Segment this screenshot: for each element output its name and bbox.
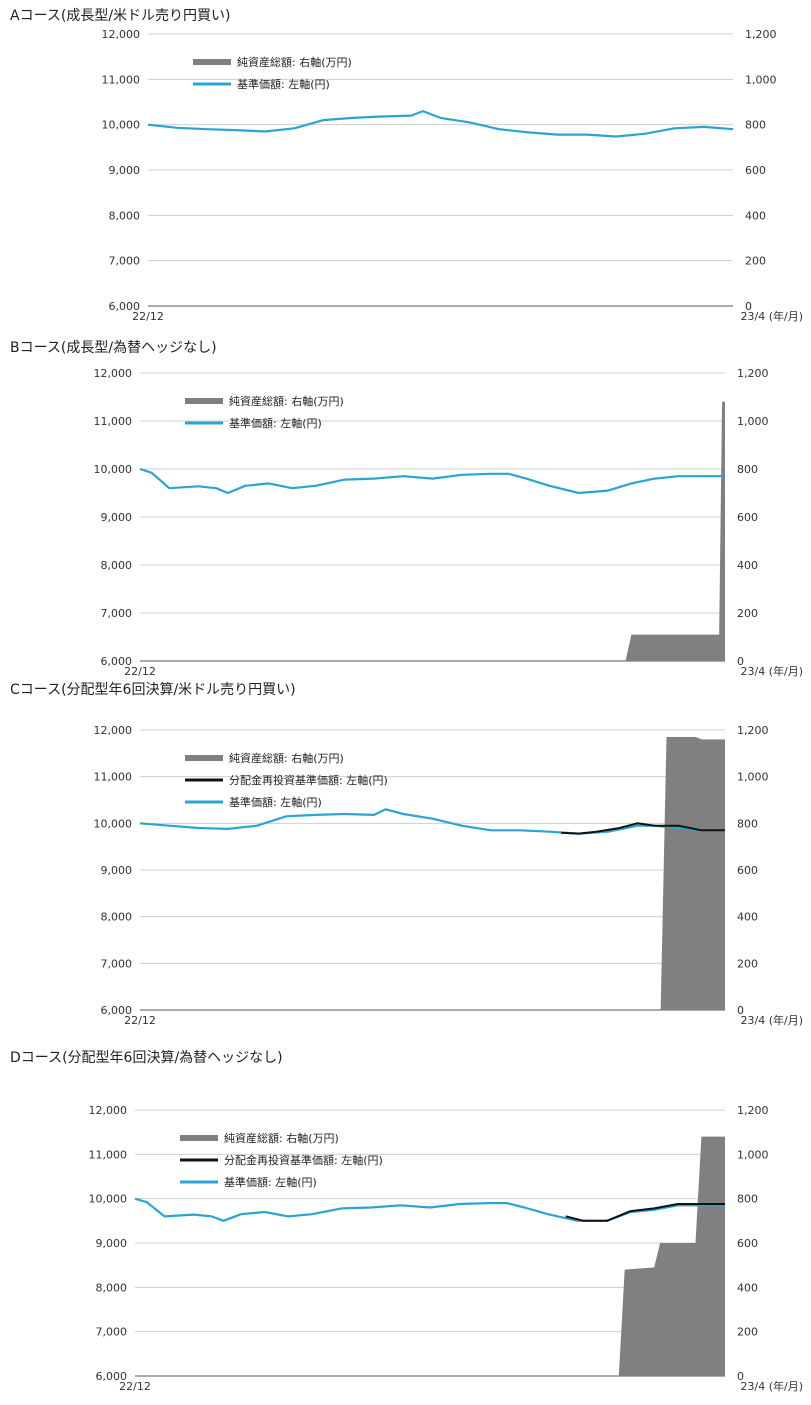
left-axis-tick-label: 7,000	[96, 1326, 128, 1339]
right-axis-tick-label: 0	[745, 300, 752, 313]
chart-panel-2: Bコース(成長型/為替ヘッジなし) 12,000 1,200 11,000 1,000 1…	[10, 340, 803, 678]
right-axis-tick-label: 800	[737, 463, 758, 476]
right-axis-tick-label: 200	[737, 607, 758, 620]
left-axis-tick-label: 7,000	[109, 255, 141, 268]
right-axis-tick-label: 600	[737, 1237, 758, 1250]
left-axis-tick-label: 9,000	[96, 1237, 128, 1250]
legend-label: 基準価額: 左軸(円)	[229, 416, 322, 430]
left-axis-tick-label: 7,000	[101, 607, 133, 620]
chart-title: Cコース(分配型年6回決算/米ドル売り円買い)	[10, 682, 296, 698]
left-axis-tick-label: 12,000	[89, 1104, 128, 1117]
left-axis-tick-label: 9,000	[101, 511, 133, 524]
chart-title: Aコース(成長型/米ドル売り円買い)	[10, 8, 231, 24]
left-axis-tick-label: 9,000	[109, 164, 141, 177]
right-axis-tick-label: 200	[745, 255, 766, 268]
x-axis-start-label: 22/12	[124, 1014, 156, 1027]
right-axis-tick-label: 800	[745, 119, 766, 132]
net-assets-area	[618, 1136, 725, 1376]
net-assets-area	[660, 737, 725, 1010]
left-axis-tick-label: 12,000	[94, 724, 133, 737]
x-axis-end-label: 23/4 (年/月)	[741, 1379, 804, 1393]
left-axis-tick-label: 10,000	[89, 1193, 128, 1206]
legend-label: 純資産総額: 右軸(万円)	[229, 751, 344, 765]
right-axis-tick-label: 1,000	[737, 771, 769, 784]
right-axis-tick-label: 1,000	[737, 1148, 769, 1161]
left-axis-tick-label: 8,000	[96, 1281, 128, 1294]
right-axis-tick-label: 800	[737, 1193, 758, 1206]
left-axis-tick-label: 11,000	[89, 1148, 128, 1161]
x-axis-start-label: 22/12	[132, 310, 164, 323]
right-axis-tick-label: 1,200	[737, 1104, 769, 1117]
chart-panel-1: Aコース(成長型/米ドル売り円買い) 12,000 1,200 11,000 1,000…	[10, 8, 803, 323]
right-axis-tick-label: 1,000	[737, 415, 769, 428]
left-axis-tick-label: 12,000	[94, 367, 133, 380]
x-axis-end-label: 23/4 (年/月)	[741, 664, 804, 678]
left-axis-tick-label: 10,000	[94, 463, 133, 476]
right-axis-tick-label: 1,000	[745, 73, 777, 86]
right-axis-tick-label: 200	[737, 1326, 758, 1339]
reinvested-nav-line	[561, 822, 725, 835]
left-axis-tick-label: 7,000	[101, 957, 133, 970]
legend-label: 純資産総額: 右軸(万円)	[229, 394, 344, 408]
left-axis-tick-label: 11,000	[94, 771, 133, 784]
right-axis-tick-label: 600	[737, 511, 758, 524]
legend-label: 基準価額: 左軸(円)	[237, 77, 330, 91]
left-axis-tick-label: 6,000	[101, 655, 133, 668]
right-axis-tick-label: 400	[737, 1281, 758, 1294]
x-axis-start-label: 22/12	[119, 1380, 151, 1393]
chart-title: Dコース(分配型年6回決算/為替ヘッジなし)	[10, 1050, 283, 1066]
chart-panel-3: Cコース(分配型年6回決算/米ドル売り円買い) 12,000 1,200 11,000…	[10, 682, 803, 1027]
left-axis-tick-label: 9,000	[101, 864, 133, 877]
x-axis-start-label: 22/12	[124, 665, 156, 678]
right-axis-tick-label: 400	[745, 209, 766, 222]
right-axis-tick-label: 0	[737, 1370, 744, 1383]
chart-panel-4: Dコース(分配型年6回決算/為替ヘッジなし) 12,000 1,200 11,000 1…	[10, 1050, 803, 1393]
nav-line	[139, 467, 725, 495]
left-axis-tick-label: 6,000	[109, 300, 141, 313]
nav-line	[147, 110, 734, 138]
left-axis-tick-label: 10,000	[94, 817, 133, 830]
net-assets-area	[625, 401, 725, 661]
x-axis-end-label: 23/4 (年/月)	[741, 309, 804, 323]
chart-title: Bコース(成長型/為替ヘッジなし)	[10, 340, 217, 356]
left-axis-tick-label: 11,000	[102, 73, 141, 86]
legend-label: 基準価額: 左軸(円)	[224, 1175, 317, 1189]
left-axis-tick-label: 10,000	[102, 119, 141, 132]
nav-line	[139, 808, 725, 835]
left-axis-tick-label: 8,000	[101, 911, 133, 924]
right-axis-tick-label: 600	[737, 864, 758, 877]
left-axis-tick-label: 6,000	[96, 1370, 128, 1383]
reinvested-nav-line	[565, 1203, 725, 1222]
legend-label: 純資産総額: 右軸(万円)	[224, 1131, 339, 1145]
legend-label: 基準価額: 左軸(円)	[229, 795, 322, 809]
legend-label: 純資産総額: 右軸(万円)	[237, 55, 352, 69]
left-axis-tick-label: 11,000	[94, 415, 133, 428]
right-axis-tick-label: 400	[737, 559, 758, 572]
left-axis-tick-label: 12,000	[102, 28, 141, 41]
right-axis-tick-label: 0	[737, 1004, 744, 1017]
left-axis-tick-label: 8,000	[101, 559, 133, 572]
legend-label: 分配金再投資基準価額: 左軸(円)	[224, 1153, 383, 1167]
right-axis-tick-label: 1,200	[737, 724, 769, 737]
right-axis-tick-label: 600	[745, 164, 766, 177]
right-axis-tick-label: 0	[737, 655, 744, 668]
right-axis-tick-label: 800	[737, 817, 758, 830]
legend-label: 分配金再投資基準価額: 左軸(円)	[229, 773, 388, 787]
left-axis-tick-label: 6,000	[101, 1004, 133, 1017]
right-axis-tick-label: 400	[737, 911, 758, 924]
right-axis-tick-label: 1,200	[737, 367, 769, 380]
x-axis-end-label: 23/4 (年/月)	[741, 1013, 804, 1027]
right-axis-tick-label: 1,200	[745, 28, 777, 41]
right-axis-tick-label: 200	[737, 957, 758, 970]
left-axis-tick-label: 8,000	[109, 209, 141, 222]
